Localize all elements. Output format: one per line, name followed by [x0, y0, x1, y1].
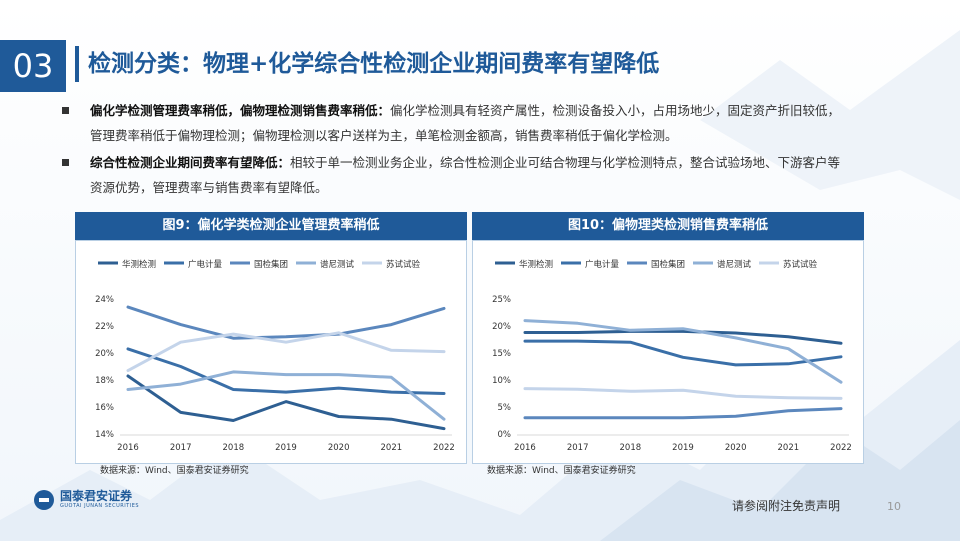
y-tick-label: 5% [498, 403, 512, 413]
bullet-square-icon [62, 159, 69, 166]
legend-label: 国检集团 [254, 259, 288, 270]
chart-fig9-svg: 华测检测 广电计量 国检集团 谱尼测试 苏试试验 14% 16% 18% 20% 22% 24% 20… [95, 259, 455, 453]
legend-label: 国检集团 [651, 259, 685, 270]
chart-fig10-svg: 华测检测 广电计量 国检集团 谱尼测试 苏试试验 0% 5% 10% 15% 20% 25% 2016… [492, 259, 852, 453]
legend-label: 广电计量 [585, 259, 620, 270]
logo-name: 国泰君安证券 [60, 489, 133, 503]
series-line [126, 370, 446, 421]
y-tick-label: 10% [492, 376, 511, 386]
series-line [523, 387, 843, 400]
series-line [523, 319, 843, 384]
x-tick-label: 2021 [778, 443, 800, 453]
title-divider [75, 46, 79, 82]
logo-mark-icon [34, 490, 54, 510]
x-tick-label: 2019 [275, 443, 297, 453]
legend-label: 华测检测 [122, 259, 156, 270]
x-tick-label: 2018 [223, 443, 245, 453]
company-logo: 国泰君安证券 GUOTAI JUNAN SECURITIES [34, 490, 139, 510]
x-tick-label: 2021 [381, 443, 403, 453]
x-tick-label: 2017 [567, 443, 589, 453]
y-tick-label: 24% [95, 295, 114, 305]
chart-frame: 华测检测 广电计量 国检集团 谱尼测试 苏试试验 14% 16% 18% 20% 22% 24% 20… [75, 240, 467, 464]
bullet-text: 管理费率稍低于偏物理检测；偏物理检测以客户送样为主，单笔检测金额高，销售费率稍低… [90, 128, 678, 143]
y-tick-label: 14% [95, 430, 114, 440]
y-tick-label: 22% [95, 322, 114, 332]
disclaimer-text: 请参阅附注免责声明 [732, 499, 841, 513]
series-line [126, 305, 446, 340]
bullet-square-icon [62, 107, 69, 114]
bullet-text: 资源优势，管理费率与销售费率有望降低。 [90, 180, 328, 195]
y-tick-label: 0% [498, 430, 512, 440]
chart-panel-fig10: 图10：偏物理类检测销售费率稍低 华测检测 广电计量 国检集团 谱尼测试 苏试试验 0% 5… [472, 212, 864, 464]
series-line [523, 407, 843, 420]
x-tick-label: 2018 [620, 443, 642, 453]
x-tick-label: 2019 [672, 443, 694, 453]
series-line [523, 339, 843, 367]
logo-name-en: GUOTAI JUNAN SECURITIES [60, 503, 140, 509]
bullet-text: 相较于单一检测业务企业，综合性检测企业可结合物理与化学检测特点，整合试验场地、下… [290, 155, 841, 170]
legend-label: 苏试试验 [783, 259, 818, 270]
page-title: 检测分类：物理+化学综合性检测企业期间费率有望降低 [88, 51, 660, 77]
x-tick-label: 2022 [830, 443, 852, 453]
legend-label: 华测检测 [519, 259, 553, 270]
legend-label: 广电计量 [188, 259, 223, 270]
chart-title: 图9：偏化学类检测企业管理费率稍低 [75, 212, 467, 240]
y-tick-label: 20% [95, 349, 114, 359]
series-line [126, 331, 446, 373]
y-tick-label: 16% [95, 403, 114, 413]
y-tick-label: 18% [95, 376, 114, 386]
bullet-text: 偏化学检测具有轻资产属性，检测设备投入小，占用场地少，固定资产折旧较低， [390, 103, 841, 118]
chart-panel-fig9: 图9：偏化学类检测企业管理费率稍低 华测检测 广电计量 国检集团 谱尼测试 苏试试验 14… [75, 212, 467, 464]
page-number: 10 [887, 500, 901, 513]
legend-label: 谱尼测试 [717, 259, 752, 270]
section-number: 03 [0, 40, 66, 92]
chart-title: 图10：偏物理类检测销售费率稍低 [472, 212, 864, 240]
y-tick-label: 25% [492, 295, 511, 305]
chart-source: 数据来源：Wind、国泰君安证券研究 [487, 466, 636, 476]
series-line [126, 374, 446, 431]
x-tick-label: 2016 [117, 443, 139, 453]
legend-label: 谱尼测试 [320, 259, 355, 270]
y-tick-label: 20% [492, 322, 511, 332]
x-tick-label: 2020 [328, 443, 350, 453]
y-tick-label: 15% [492, 349, 511, 359]
x-tick-label: 2017 [170, 443, 192, 453]
series-line [126, 347, 446, 395]
bullet-item: 偏化学检测管理费率稍低，偏物理检测销售费率稍低：偏化学检测具有轻资产属性，检测设… [60, 98, 910, 148]
series-line [523, 329, 843, 345]
bullet-lead: 综合性检测企业期间费率有望降低： [90, 155, 291, 170]
bullet-lead: 偏化学检测管理费率稍低，偏物理检测销售费率稍低： [90, 103, 391, 118]
x-tick-label: 2020 [725, 443, 747, 453]
x-tick-label: 2016 [514, 443, 536, 453]
chart-source: 数据来源：Wind、国泰君安证券研究 [100, 466, 249, 476]
x-tick-label: 2022 [433, 443, 455, 453]
legend-label: 苏试试验 [386, 259, 421, 270]
bullet-item: 综合性检测企业期间费率有望降低：相较于单一检测业务企业，综合性检测企业可结合物理… [60, 150, 910, 200]
bullet-list: 偏化学检测管理费率稍低，偏物理检测销售费率稍低：偏化学检测具有轻资产属性，检测设… [60, 98, 910, 202]
chart-frame: 华测检测 广电计量 国检集团 谱尼测试 苏试试验 0% 5% 10% 15% 20% 25% 2016… [472, 240, 864, 464]
